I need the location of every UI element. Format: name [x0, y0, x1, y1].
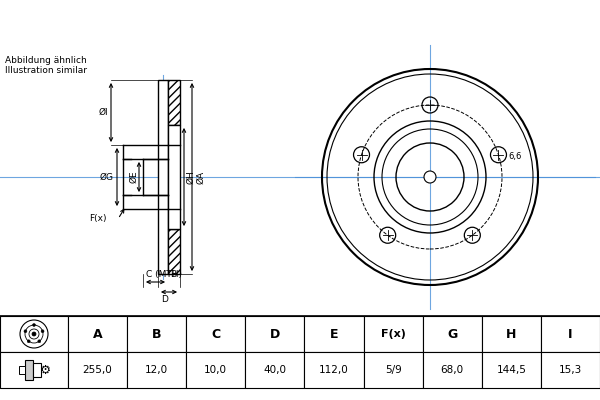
Text: ØH: ØH	[186, 170, 195, 184]
Bar	[127, 352, 186, 388]
Bar	[422, 352, 482, 388]
Text: Abbildung ähnlich: Abbildung ähnlich	[5, 56, 87, 65]
Text: Illustration similar: Illustration similar	[5, 66, 87, 75]
Bar	[19, 366, 25, 374]
Bar	[0, 352, 68, 388]
Text: 15,3: 15,3	[559, 365, 582, 375]
Text: 40,0: 40,0	[263, 365, 286, 375]
Circle shape	[32, 324, 35, 326]
Text: D: D	[161, 294, 169, 304]
Text: 6,6: 6,6	[508, 152, 522, 161]
Text: 24.0112-0148.1: 24.0112-0148.1	[124, 9, 332, 33]
Bar	[68, 316, 127, 352]
Bar	[168, 229, 180, 274]
Text: 255,0: 255,0	[83, 365, 112, 375]
Bar	[0, 316, 68, 352]
Bar	[304, 316, 364, 352]
Circle shape	[424, 171, 436, 183]
Bar	[541, 352, 600, 388]
Bar	[482, 316, 541, 352]
Text: 5/9: 5/9	[385, 365, 401, 375]
Bar	[168, 125, 180, 229]
Text: ØE: ØE	[129, 171, 138, 183]
Bar	[541, 316, 600, 352]
Text: H: H	[506, 328, 517, 340]
Text: ⚙: ⚙	[40, 364, 50, 376]
Text: A: A	[93, 328, 103, 340]
Text: 144,5: 144,5	[496, 365, 526, 375]
Bar	[245, 316, 304, 352]
Bar	[186, 316, 245, 352]
Text: 12,0: 12,0	[145, 365, 168, 375]
Bar	[482, 352, 541, 388]
Bar	[168, 80, 180, 125]
Text: ØA: ØA	[196, 170, 205, 184]
Text: G: G	[447, 328, 457, 340]
Text: ØI: ØI	[98, 108, 108, 117]
Bar	[304, 352, 364, 388]
Circle shape	[27, 340, 30, 343]
Bar	[158, 80, 168, 274]
Bar	[186, 352, 245, 388]
Bar	[245, 352, 304, 388]
Circle shape	[32, 332, 36, 336]
Bar	[127, 316, 186, 352]
Text: B: B	[170, 270, 176, 279]
Text: 68,0: 68,0	[440, 365, 464, 375]
Text: F(x): F(x)	[380, 329, 406, 339]
Bar	[364, 316, 422, 352]
Text: 10,0: 10,0	[204, 365, 227, 375]
Text: I: I	[568, 328, 572, 340]
Text: 112,0: 112,0	[319, 365, 349, 375]
Circle shape	[38, 340, 41, 343]
Bar	[364, 352, 422, 388]
Bar	[422, 316, 482, 352]
Text: F(x): F(x)	[89, 214, 107, 224]
Text: B: B	[152, 328, 161, 340]
Text: E: E	[330, 328, 338, 340]
Text: 412148: 412148	[389, 9, 487, 33]
Bar	[33, 363, 41, 377]
Text: C: C	[211, 328, 220, 340]
Text: ØG: ØG	[100, 172, 114, 182]
Text: C (MTH): C (MTH)	[146, 270, 182, 279]
Bar	[68, 352, 127, 388]
Bar	[0, 316, 600, 388]
Bar	[25, 360, 33, 380]
Circle shape	[41, 330, 44, 333]
Circle shape	[24, 330, 27, 333]
Text: D: D	[270, 328, 280, 340]
